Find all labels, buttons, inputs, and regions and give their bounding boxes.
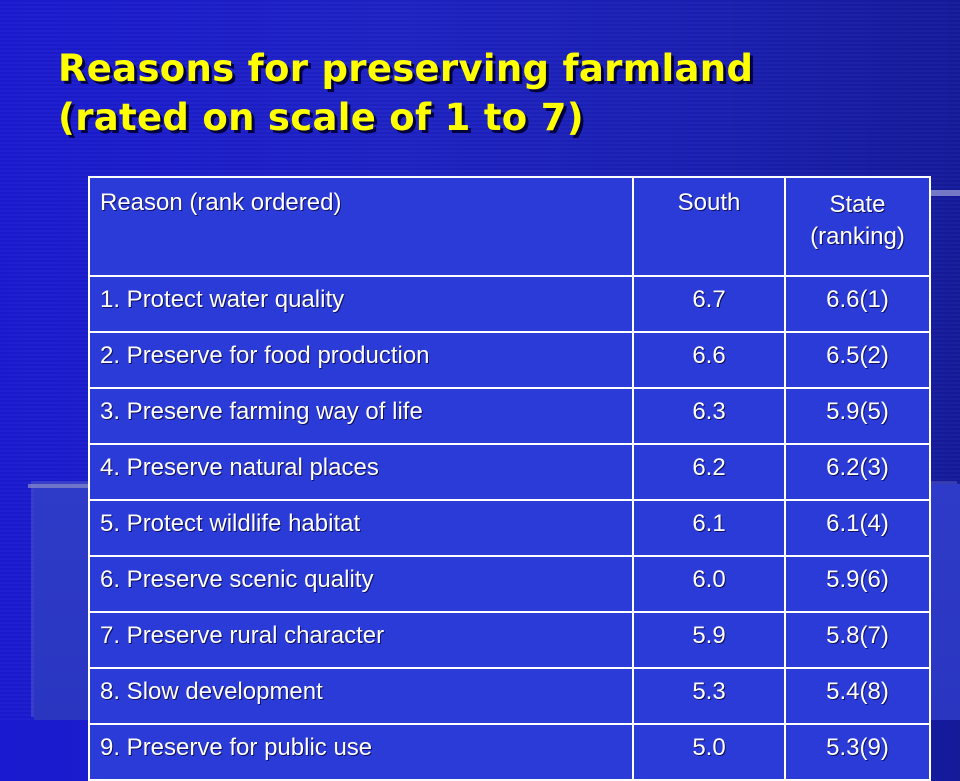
- cell-reason: 2. Preserve for food production: [88, 331, 634, 389]
- table-row: 4. Preserve natural places 6.2 6.2(3): [88, 443, 931, 501]
- cell-south: 6.6: [632, 331, 786, 389]
- header-south: South: [632, 176, 786, 277]
- cell-state: 6.5(2): [784, 331, 931, 389]
- title-line-2: (rated on scale of 1 to 7): [58, 96, 584, 139]
- cell-state: 6.6(1): [784, 275, 931, 333]
- cell-reason: 8. Slow development: [88, 667, 634, 725]
- cell-south: 6.1: [632, 499, 786, 557]
- header-state-line-2: (ranking): [810, 223, 905, 250]
- title-line-1: Reasons for preserving farmland: [58, 47, 754, 90]
- cell-reason: 5. Protect wildlife habitat: [88, 499, 634, 557]
- cell-south: 5.3: [632, 667, 786, 725]
- reasons-table: Reason (rank ordered) South State (ranki…: [88, 176, 931, 781]
- cell-state: 5.4(8): [784, 667, 931, 725]
- cell-state: 6.1(4): [784, 499, 931, 557]
- cell-state: 5.9(6): [784, 555, 931, 613]
- cell-south: 6.2: [632, 443, 786, 501]
- table-row: 1. Protect water quality 6.7 6.6(1): [88, 275, 931, 333]
- table-header-row: Reason (rank ordered) South State (ranki…: [88, 176, 931, 277]
- cell-reason: 3. Preserve farming way of life: [88, 387, 634, 445]
- table-row: 5. Protect wildlife habitat 6.1 6.1(4): [88, 499, 931, 557]
- cell-south: 6.7: [632, 275, 786, 333]
- header-state: State (ranking): [784, 176, 931, 277]
- cell-south: 6.3: [632, 387, 786, 445]
- table-row: 3. Preserve farming way of life 6.3 5.9(…: [88, 387, 931, 445]
- table-row: 2. Preserve for food production 6.6 6.5(…: [88, 331, 931, 389]
- cell-reason: 7. Preserve rural character: [88, 611, 634, 669]
- cell-reason: 1. Protect water quality: [88, 275, 634, 333]
- cell-reason: 4. Preserve natural places: [88, 443, 634, 501]
- cell-state: 5.9(5): [784, 387, 931, 445]
- table-row: 8. Slow development 5.3 5.4(8): [88, 667, 931, 725]
- cell-state: 5.3(9): [784, 723, 931, 781]
- cell-south: 5.0: [632, 723, 786, 781]
- cell-state: 6.2(3): [784, 443, 931, 501]
- cell-south: 5.9: [632, 611, 786, 669]
- header-reason: Reason (rank ordered): [88, 176, 634, 277]
- header-state-line-1: State: [829, 191, 886, 218]
- table-row: 6. Preserve scenic quality 6.0 5.9(6): [88, 555, 931, 613]
- table-row: 9. Preserve for public use 5.0 5.3(9): [88, 723, 931, 781]
- table-row: 7. Preserve rural character 5.9 5.8(7): [88, 611, 931, 669]
- cell-state: 5.8(7): [784, 611, 931, 669]
- cell-south: 6.0: [632, 555, 786, 613]
- slide-title: Reasons for preserving farmland (rated o…: [58, 44, 878, 142]
- cell-reason: 9. Preserve for public use: [88, 723, 634, 781]
- cell-reason: 6. Preserve scenic quality: [88, 555, 634, 613]
